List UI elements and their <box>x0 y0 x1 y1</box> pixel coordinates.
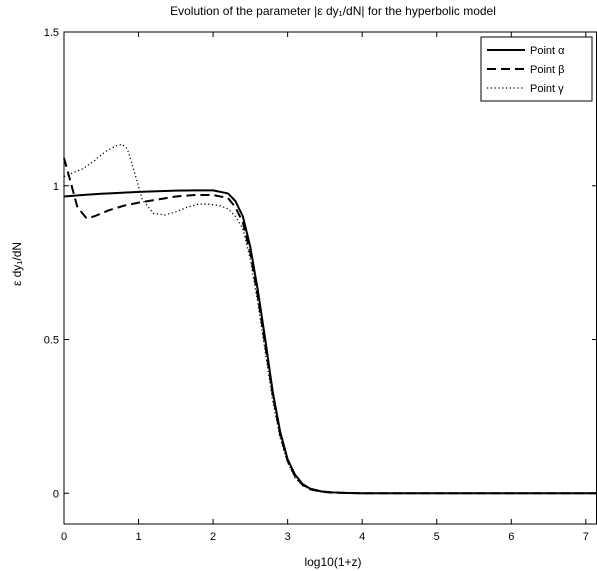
legend-box <box>480 36 593 102</box>
plot-area: 0 1 2 3 4 5 6 7 0 0.5 1 1.5 <box>44 27 597 543</box>
legend-label-2: Point β <box>530 64 564 76</box>
x-tick-label: 5 <box>434 531 440 543</box>
y-tick-label: 1.5 <box>44 27 59 39</box>
x-tick-label: 2 <box>210 531 216 543</box>
x-tick-label: 4 <box>359 531 365 543</box>
y-tick-label: 0.5 <box>44 335 59 347</box>
y-tick-label: 1 <box>53 181 59 193</box>
x-tick-label: 1 <box>135 531 141 543</box>
legend-label-3: Point γ <box>530 83 564 95</box>
x-tick-label: 3 <box>285 531 291 543</box>
x-tick-label: 7 <box>583 531 589 543</box>
y-axis-label: ε dy₁/dN <box>10 242 24 286</box>
legend-label-1: Point α <box>530 45 565 57</box>
x-axis-label: log10(1+z) <box>304 555 361 569</box>
plot-background <box>64 32 597 524</box>
series-line-2 <box>63 157 597 495</box>
y-tick-label: 0 <box>53 488 59 500</box>
x-tick-label: 0 <box>61 531 67 543</box>
chart-title: Evolution of the parameter |ε dy₁/dN| fo… <box>170 4 496 18</box>
x-tick-label: 6 <box>508 531 514 543</box>
legend: Point α Point β Point γ <box>480 36 593 102</box>
